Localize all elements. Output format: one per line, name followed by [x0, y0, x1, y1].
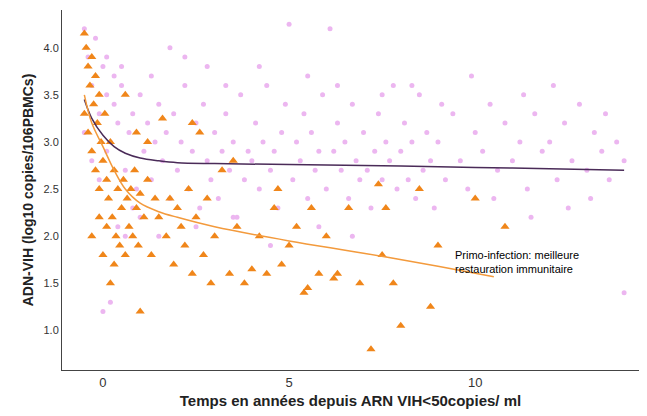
svg-text:Temps en années depuis ARN VIH: Temps en années depuis ARN VIH<50copies/…	[180, 392, 521, 409]
svg-text:3.0: 3.0	[44, 136, 59, 148]
svg-text:2.5: 2.5	[44, 183, 59, 195]
svg-text:10: 10	[468, 375, 482, 390]
svg-text:4.0: 4.0	[44, 42, 59, 54]
svg-text:5: 5	[285, 375, 292, 390]
svg-text:2.0: 2.0	[44, 230, 59, 242]
svg-text:1.5: 1.5	[44, 277, 59, 289]
svg-text:1.0: 1.0	[44, 324, 59, 336]
svg-text:3.5: 3.5	[44, 89, 59, 101]
svg-text:0: 0	[99, 375, 106, 390]
svg-text:Primo-infection: meilleurerest: Primo-infection: meilleurerestauration i…	[455, 249, 579, 275]
svg-text:ADN-VIH (log10 copies/106PBMCs: ADN-VIH (log10 copies/106PBMCs)	[20, 74, 36, 307]
